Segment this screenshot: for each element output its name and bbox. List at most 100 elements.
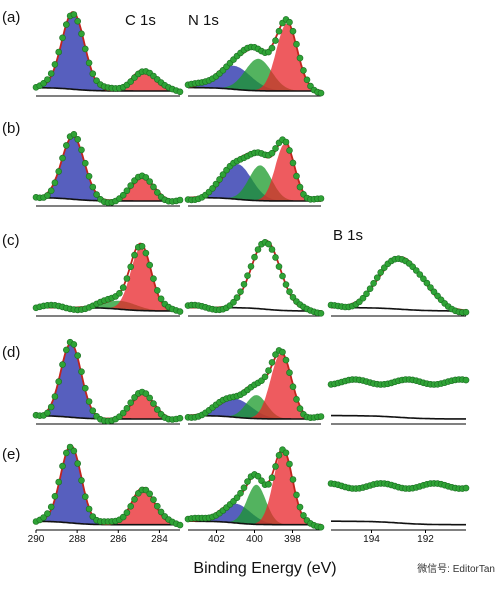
data-point: [127, 182, 134, 189]
data-point: [272, 145, 279, 152]
panel-n1s-d: [184, 347, 325, 425]
component-peak: [36, 247, 180, 311]
data-point: [268, 474, 276, 482]
data-point: [51, 179, 59, 186]
background-line: [188, 86, 321, 92]
data-point: [82, 493, 89, 501]
component-peak: [188, 23, 321, 92]
component-peak: [36, 136, 180, 201]
data-point: [63, 346, 70, 354]
data-point: [216, 176, 223, 183]
data-point: [131, 251, 138, 259]
data-point: [119, 284, 127, 291]
data-point: [219, 171, 227, 178]
data-point: [142, 390, 150, 397]
panel-n1s-a: [184, 16, 325, 97]
data-point: [146, 178, 153, 185]
data-point: [51, 492, 59, 500]
data-point: [127, 399, 134, 407]
data-point: [146, 490, 153, 498]
plot-area: 290 288 286 284 402 400 398 194 192: [28, 11, 470, 545]
data-point: [63, 449, 70, 457]
data-point: [289, 383, 297, 391]
data-point: [251, 253, 258, 261]
data-point: [66, 443, 74, 451]
data-point: [154, 189, 161, 196]
data-point: [127, 78, 134, 85]
component-peak: [188, 449, 321, 525]
component-peak: [36, 177, 180, 201]
data-point: [176, 196, 184, 204]
component-peak: [188, 353, 321, 419]
data-point: [244, 272, 251, 280]
data-point: [317, 523, 325, 531]
background-line: [188, 196, 321, 202]
data-point: [123, 187, 131, 194]
data-point: [282, 449, 290, 457]
data-point: [268, 246, 276, 253]
data-point: [146, 261, 153, 269]
data-point: [300, 512, 307, 519]
data-point: [230, 298, 237, 306]
data-point: [293, 395, 300, 403]
data-point: [212, 180, 220, 188]
data-point: [272, 254, 279, 261]
data-point: [289, 27, 297, 35]
data-point: [272, 351, 279, 358]
x-tick-label: 286: [110, 534, 127, 545]
component-peak: [188, 143, 321, 201]
data-point: [55, 48, 63, 56]
panel-label-b: (b): [2, 120, 20, 137]
data-point: [286, 369, 293, 377]
x-tick-label: 402: [208, 534, 225, 545]
data-point: [286, 18, 293, 26]
data-point: [359, 294, 367, 302]
data-point: [317, 195, 325, 202]
data-point: [63, 142, 70, 149]
background-line: [331, 414, 466, 420]
data-point: [176, 414, 184, 422]
panel-label-a: (a): [2, 9, 20, 26]
data-point: [296, 503, 304, 511]
data-point: [47, 70, 55, 77]
data-point: [286, 288, 293, 296]
data-point: [154, 502, 161, 510]
panel-n1s-c: [184, 239, 325, 317]
data-point: [377, 269, 385, 276]
data-point: [233, 294, 241, 301]
data-point: [176, 88, 184, 96]
data-point: [303, 76, 311, 84]
data-point: [40, 514, 47, 521]
data-point: [78, 368, 85, 376]
x-tick-label: 284: [151, 534, 168, 545]
data-point: [427, 284, 434, 291]
data-point: [55, 168, 63, 175]
data-point: [47, 403, 55, 411]
data-point: [146, 394, 153, 402]
data-point: [154, 287, 161, 294]
data-point: [89, 70, 97, 77]
data-point: [240, 280, 248, 288]
panel-label-e: (e): [2, 446, 20, 463]
data-point: [293, 40, 300, 48]
background-line: [188, 520, 321, 526]
data-point: [462, 376, 470, 384]
data-point: [254, 472, 262, 480]
data-point: [89, 183, 97, 191]
data-point: [240, 484, 248, 492]
data-point: [275, 27, 283, 35]
data-point: [44, 76, 51, 83]
data-point: [74, 136, 81, 143]
data-point: [233, 494, 241, 502]
data-point: [142, 249, 150, 257]
data-point: [286, 147, 293, 154]
data-point: [462, 484, 470, 492]
component-peak: [36, 487, 180, 525]
data-point: [261, 373, 269, 381]
panel-n1s-e: [184, 446, 325, 531]
data-point: [51, 393, 59, 400]
column-title-b1s: B 1s: [333, 227, 363, 244]
component-peak: [36, 343, 180, 419]
panel-c1s-d: [32, 338, 184, 425]
data-point: [123, 509, 131, 516]
